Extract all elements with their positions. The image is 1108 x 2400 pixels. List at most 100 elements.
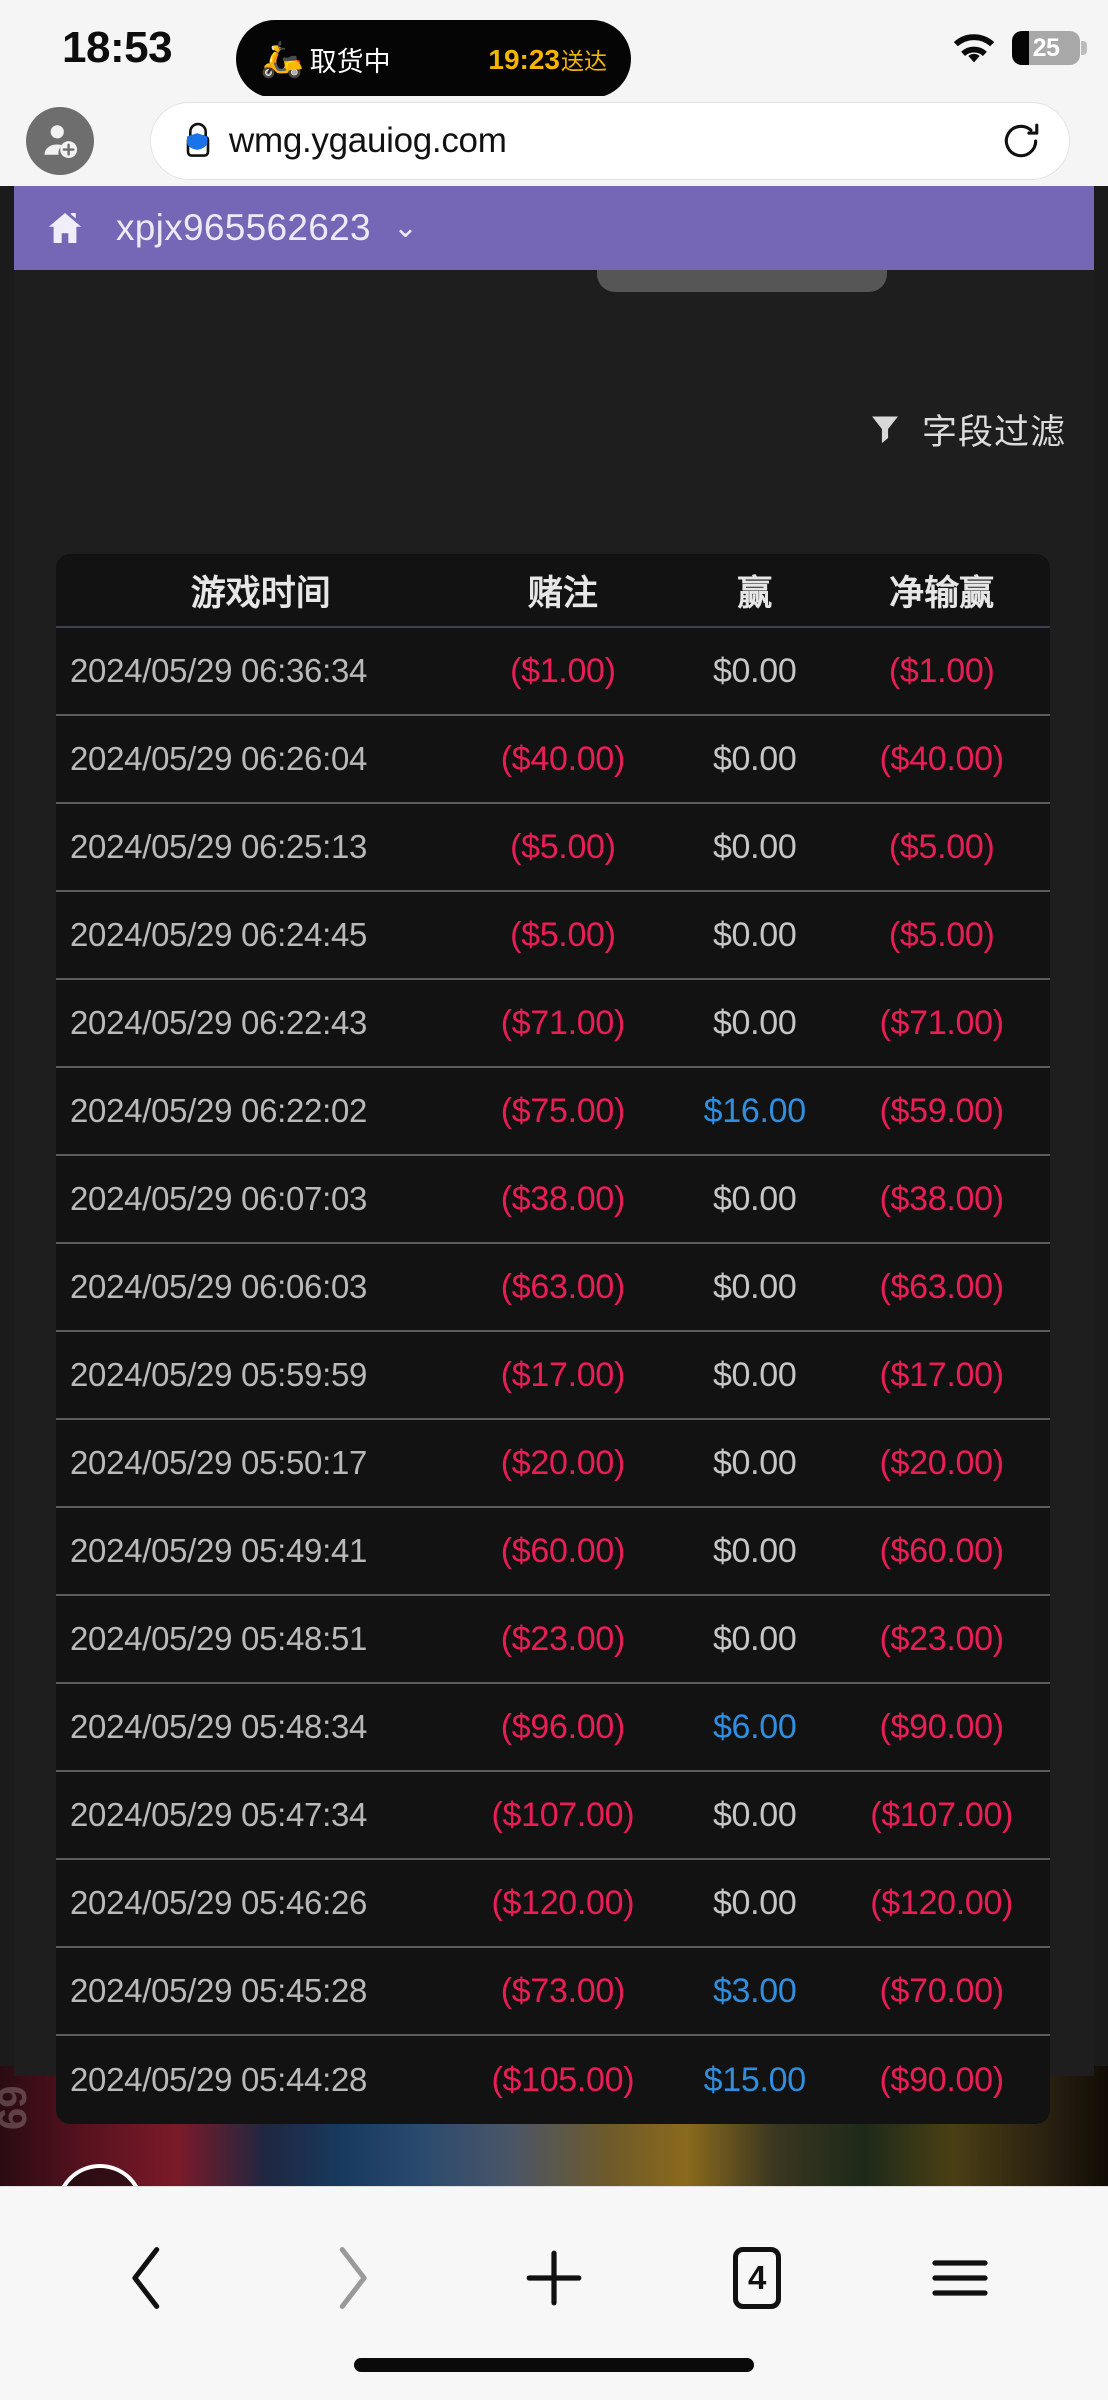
table-row[interactable]: 2024/05/29 06:24:45 ($5.00) $0.00 ($5.00): [56, 892, 1050, 980]
table-row[interactable]: 2024/05/29 06:06:03 ($63.00) $0.00 ($63.00): [56, 1244, 1050, 1332]
battery-fill: [1012, 31, 1029, 65]
column-header-net[interactable]: 净输赢: [889, 573, 995, 613]
dynamic-island-live-activity[interactable]: 🛵 取货中 19:23 送达: [236, 20, 631, 98]
column-header-bet[interactable]: 赌注: [527, 573, 598, 613]
cell-net-amount: ($71.00): [879, 1003, 1005, 1042]
address-bar[interactable]: wmg.ygauiog.com: [150, 102, 1070, 180]
status-bar: 18:53 🛵 取货中 19:23 送达 25: [0, 0, 1108, 98]
battery-cap: [1081, 41, 1087, 55]
browser-forward-button[interactable]: [296, 2228, 406, 2328]
table-row[interactable]: 2024/05/29 06:36:34 ($1.00) $0.00 ($1.00): [56, 628, 1050, 716]
cell-bet-amount: ($17.00): [500, 1355, 626, 1394]
home-indicator: [354, 2358, 754, 2372]
table-row[interactable]: 2024/05/29 06:26:04 ($40.00) $0.00 ($40.00): [56, 716, 1050, 804]
cell-net-amount: ($70.00): [879, 1971, 1005, 2010]
table-row[interactable]: 2024/05/29 05:50:17 ($20.00) $0.00 ($20.00): [56, 1420, 1050, 1508]
cell-win-amount: $0.00: [712, 1531, 797, 1570]
table-row[interactable]: 2024/05/29 05:45:28 ($73.00) $3.00 ($70.00): [56, 1948, 1050, 2036]
browser-url-bar: wmg.ygauiog.com: [0, 96, 1108, 186]
browser-back-button[interactable]: [93, 2228, 203, 2328]
cell-bet-amount: ($1.00): [510, 651, 616, 690]
web-page-viewport: 69 xpjx965562623 ⌄ 字段过滤 游戏时间 赌注 赢 净输赢 20…: [0, 186, 1108, 2186]
hamburger-menu-icon: [932, 2260, 988, 2296]
cell-bet-amount: ($23.00): [500, 1619, 626, 1658]
cell-game-time: 2024/05/29 05:44:28: [70, 2061, 368, 2098]
battery-percent-label: 25: [1032, 33, 1060, 62]
cell-game-time: 2024/05/29 05:59:59: [70, 1356, 368, 1393]
cell-net-amount: ($60.00): [879, 1531, 1005, 1570]
cell-net-amount: ($120.00): [870, 1883, 1014, 1922]
table-row[interactable]: 2024/05/29 05:44:28 ($105.00) $15.00 ($90.0…: [56, 2036, 1050, 2124]
cell-game-time: 2024/05/29 05:46:26: [70, 1884, 368, 1921]
cell-game-time: 2024/05/29 06:36:34: [70, 652, 368, 689]
cell-game-time: 2024/05/29 05:48:34: [70, 1708, 368, 1745]
plus-icon: [526, 2250, 582, 2306]
arrow-left-icon: [75, 2183, 125, 2186]
cell-win-amount: $0.00: [712, 1883, 797, 1922]
table-row[interactable]: 2024/05/29 05:59:59 ($17.00) $0.00 ($17.00): [56, 1332, 1050, 1420]
browser-new-tab-button[interactable]: [499, 2228, 609, 2328]
cell-bet-amount: ($5.00): [510, 827, 616, 866]
wifi-icon: [953, 33, 995, 62]
field-filter-button[interactable]: 字段过滤: [870, 404, 1066, 455]
browser-tab-switcher-button[interactable]: 4: [702, 2228, 812, 2328]
chevron-right-icon: [339, 2247, 367, 2309]
cell-bet-amount: ($40.00): [500, 739, 626, 778]
cell-bet-amount: ($20.00): [500, 1443, 626, 1482]
lock-shield-icon[interactable]: [181, 121, 215, 161]
status-bar-clock: 18:53: [62, 23, 173, 72]
cell-win-amount: $3.00: [712, 1971, 797, 2010]
table-row[interactable]: 2024/05/29 05:48:34 ($96.00) $6.00 ($90.00): [56, 1684, 1050, 1772]
cell-game-time: 2024/05/29 06:07:03: [70, 1180, 368, 1217]
cell-win-amount: $0.00: [712, 1267, 797, 1306]
table-row[interactable]: 2024/05/29 05:49:41 ($60.00) $0.00 ($60.00): [56, 1508, 1050, 1596]
browser-bottom-toolbar: 4: [0, 2186, 1108, 2400]
column-header-win[interactable]: 赢: [737, 573, 773, 613]
cell-win-amount: $0.00: [712, 1619, 797, 1658]
chevron-down-icon[interactable]: ⌄: [392, 211, 419, 244]
delivery-status-label: 取货中: [309, 46, 391, 77]
cell-bet-amount: ($73.00): [500, 1971, 626, 2010]
cell-win-amount: $0.00: [712, 1003, 797, 1042]
table-row[interactable]: 2024/05/29 06:25:13 ($5.00) $0.00 ($5.00): [56, 804, 1050, 892]
cell-net-amount: ($59.00): [879, 1091, 1005, 1130]
cell-game-time: 2024/05/29 06:25:13: [70, 828, 368, 865]
chevron-left-icon: [131, 2247, 159, 2309]
transactions-table: 游戏时间 赌注 赢 净输赢 2024/05/29 06:36:34 ($1.00)…: [56, 554, 1050, 2124]
cell-bet-amount: ($71.00): [500, 1003, 626, 1042]
cell-game-time: 2024/05/29 05:48:51: [70, 1620, 368, 1657]
cell-bet-amount: ($105.00): [491, 2060, 635, 2099]
cell-net-amount: ($63.00): [879, 1267, 1005, 1306]
cell-game-time: 2024/05/29 06:24:45: [70, 916, 368, 953]
cell-bet-amount: ($120.00): [491, 1883, 635, 1922]
delivery-scooter-icon: 🛵: [260, 39, 304, 79]
table-row[interactable]: 2024/05/29 06:22:43 ($71.00) $0.00 ($71.00): [56, 980, 1050, 1068]
home-icon[interactable]: [46, 209, 84, 247]
cell-win-amount: $0.00: [712, 1795, 797, 1834]
cell-win-amount: $0.00: [712, 1443, 797, 1482]
account-username[interactable]: xpjx965562623: [116, 207, 371, 248]
browser-menu-button[interactable]: [905, 2228, 1015, 2328]
table-header-row: 游戏时间 赌注 赢 净输赢: [56, 554, 1050, 628]
cell-net-amount: ($107.00): [870, 1795, 1014, 1834]
cell-game-time: 2024/05/29 05:50:17: [70, 1444, 368, 1481]
cell-net-amount: ($17.00): [879, 1355, 1005, 1394]
table-row[interactable]: 2024/05/29 05:47:34 ($107.00) $0.00 ($107.0…: [56, 1772, 1050, 1860]
table-row[interactable]: 2024/05/29 05:46:26 ($120.00) $0.00 ($120.0…: [56, 1860, 1050, 1948]
cell-game-time: 2024/05/29 06:26:04: [70, 740, 368, 777]
cell-net-amount: ($23.00): [879, 1619, 1005, 1658]
cell-net-amount: ($90.00): [879, 1707, 1005, 1746]
column-header-time[interactable]: 游戏时间: [190, 573, 331, 613]
cell-game-time: 2024/05/29 05:49:41: [70, 1532, 368, 1569]
cell-net-amount: ($90.00): [879, 2060, 1005, 2099]
table-row[interactable]: 2024/05/29 06:22:02 ($75.00) $16.00 ($59.00…: [56, 1068, 1050, 1156]
add-profile-icon[interactable]: [26, 107, 94, 175]
reload-icon[interactable]: [999, 119, 1043, 163]
table-row[interactable]: 2024/05/29 05:48:51 ($23.00) $0.00 ($23.00): [56, 1596, 1050, 1684]
cell-net-amount: ($5.00): [888, 915, 995, 954]
cell-win-amount: $6.00: [712, 1707, 797, 1746]
cell-win-amount: $0.00: [712, 739, 797, 778]
battery-indicator: 25: [1012, 31, 1087, 65]
table-row[interactable]: 2024/05/29 06:07:03 ($38.00) $0.00 ($38.00): [56, 1156, 1050, 1244]
funnel-icon: [872, 415, 898, 443]
